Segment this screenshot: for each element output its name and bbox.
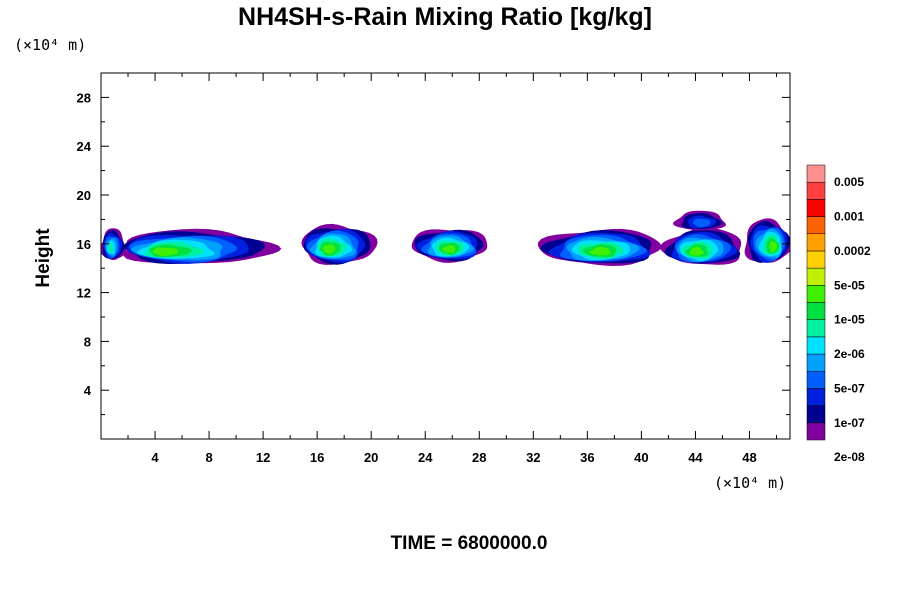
y-tick-label: 12 xyxy=(77,286,91,301)
contour-level-fill xyxy=(769,241,777,253)
colorbar-label: 0.005 xyxy=(834,175,864,189)
contour-level-fill xyxy=(589,247,611,256)
x-tick-label: 28 xyxy=(472,450,486,465)
y-axis-ticks: 4 8 12 16 20 24 28 xyxy=(77,90,790,416)
x-axis-ticks: 4 8 12 16 20 24 28 32 36 40 44 48 xyxy=(127,73,777,465)
x-tick-label: 12 xyxy=(256,450,270,465)
x-unit-label: (×10⁴ m) xyxy=(714,474,786,492)
colorbar-swatch xyxy=(806,181,826,200)
colorbar: 0.005 0.001 0.0002 5e-05 1e-05 2e-06 5e-07 1e-0… xyxy=(806,164,871,464)
x-tick-label: 44 xyxy=(688,450,703,465)
colorbar-swatch xyxy=(806,216,826,234)
y-tick-label: 4 xyxy=(84,383,92,398)
y-tick-label: 24 xyxy=(77,139,92,154)
colorbar-swatch xyxy=(806,267,826,286)
colorbar-label: 5e-05 xyxy=(834,278,865,292)
x-tick-label: 20 xyxy=(364,450,378,465)
x-tick-label: 40 xyxy=(634,450,648,465)
colorbar-label: 0.001 xyxy=(834,210,864,224)
colorbar-swatch xyxy=(806,199,826,217)
x-tick-label: 16 xyxy=(310,450,324,465)
y-tick-label: 16 xyxy=(77,237,91,252)
colorbar-label: 2e-08 xyxy=(834,450,865,464)
chart-title: NH4SH-s-Rain Mixing Ratio [kg/kg] xyxy=(238,3,652,31)
contour-level-fill xyxy=(689,246,704,256)
colorbar-swatch xyxy=(806,164,826,183)
colorbar-swatch xyxy=(806,388,826,406)
colorbar-label: 1e-05 xyxy=(834,313,865,327)
colorbar-swatch xyxy=(806,302,826,320)
y-tick-label: 8 xyxy=(84,334,91,349)
y-axis-label: Height xyxy=(33,228,54,288)
colorbar-swatch xyxy=(806,353,826,372)
contour-level-fill xyxy=(322,244,336,255)
colorbar-swatch xyxy=(806,285,826,303)
colorbar-label: 2e-06 xyxy=(834,347,865,361)
x-tick-label: 32 xyxy=(526,450,540,465)
x-tick-label: 36 xyxy=(580,450,594,465)
colorbar-swatch xyxy=(806,422,826,441)
y-tick-label: 28 xyxy=(77,90,91,105)
x-tick-label: 4 xyxy=(151,450,159,465)
colorbar-swatch xyxy=(806,371,826,389)
colorbar-label: 1e-07 xyxy=(834,416,865,430)
colorbar-swatch xyxy=(806,405,826,424)
plot-frame xyxy=(100,72,791,440)
colorbar-swatch xyxy=(806,336,826,355)
time-label: TIME = 6800000.0 xyxy=(391,533,548,554)
colorbar-swatch xyxy=(806,250,826,269)
colorbar-label: 5e-07 xyxy=(834,381,865,395)
colorbar-swatch xyxy=(806,319,826,338)
colorbar-swatch xyxy=(806,233,826,252)
contour-level-fill xyxy=(692,218,711,228)
y-tick-label: 20 xyxy=(77,188,91,203)
x-tick-label: 48 xyxy=(742,450,756,465)
y-unit-label: (×10⁴ m) xyxy=(14,36,86,54)
contour-level-fill xyxy=(442,244,456,253)
colorbar-label: 0.0002 xyxy=(834,244,871,258)
contour-fill-layer xyxy=(101,210,790,266)
x-tick-label: 24 xyxy=(418,450,433,465)
x-tick-label: 8 xyxy=(205,450,212,465)
contour-level-fill xyxy=(108,243,114,253)
contour-level-fill xyxy=(152,247,179,256)
